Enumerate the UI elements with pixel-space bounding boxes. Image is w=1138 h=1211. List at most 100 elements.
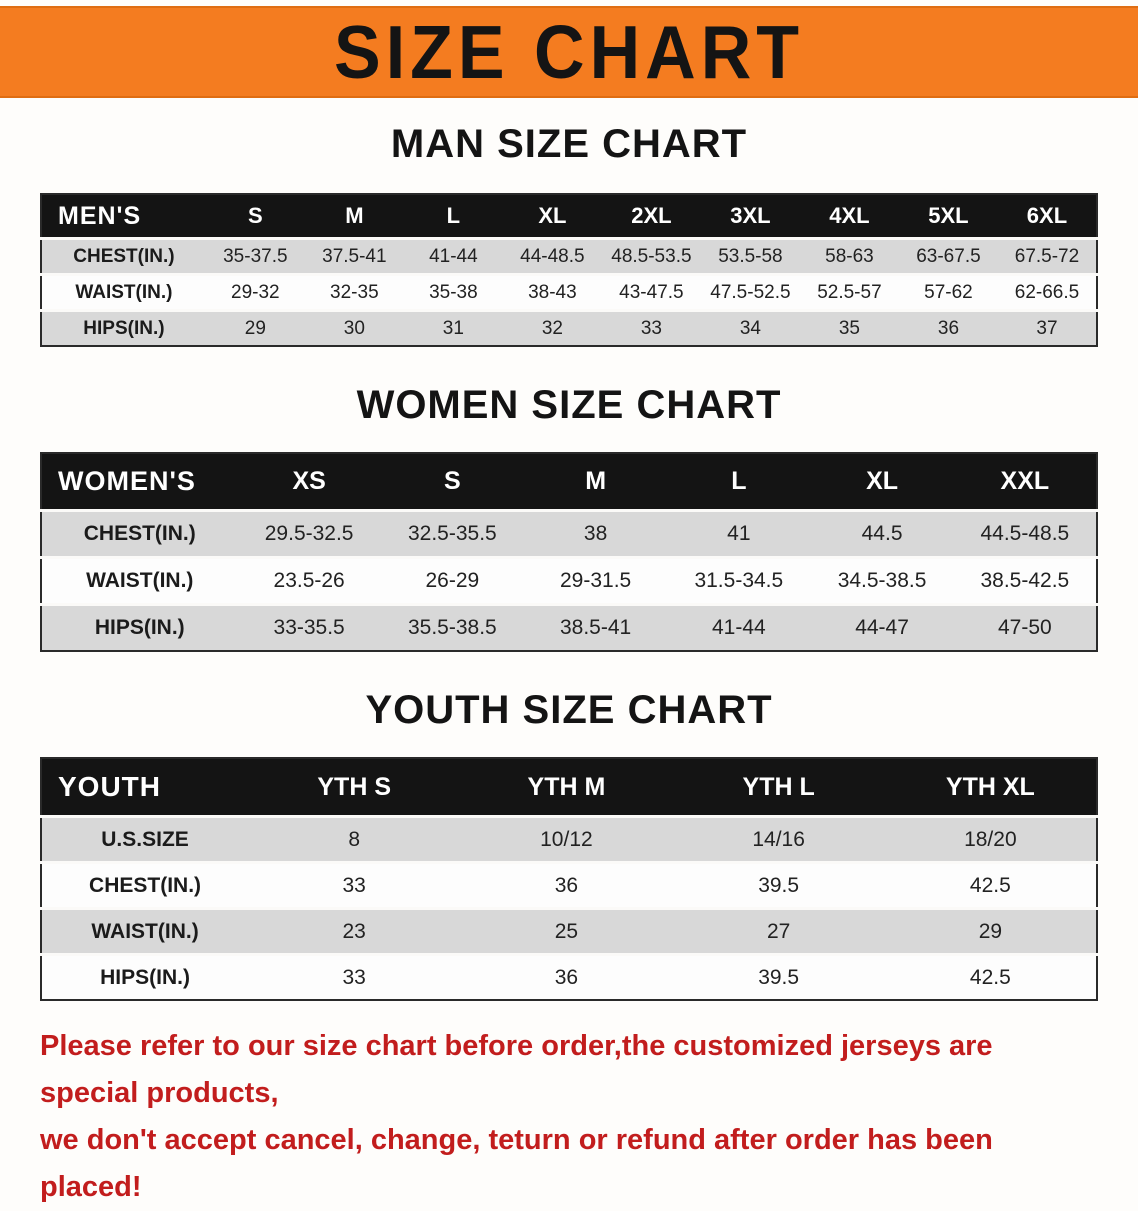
size-value-cell: 44-48.5 [502, 237, 602, 275]
size-value-cell: 31 [403, 309, 503, 346]
youth-section: YOUTH SIZE CHART YOUTH YTH S YTH M YTH L YTH… [0, 688, 1138, 1001]
women-section-heading: WOMEN SIZE CHART [356, 383, 782, 427]
table-row: HIPS(IN.) 33 36 39.5 42.5 [41, 953, 1097, 1000]
size-value-cell: 47-50 [953, 603, 1097, 651]
row-label: U.S.SIZE [41, 815, 249, 863]
size-value-cell: 39.5 [672, 953, 885, 1000]
disclaimer-line-2: we don't accept cancel, change, teturn o… [40, 1124, 993, 1203]
size-value-cell: 58-63 [799, 237, 899, 275]
size-value-cell: 38-43 [502, 273, 602, 311]
size-column-header: 3XL [700, 194, 800, 239]
size-value-cell: 34.5-38.5 [810, 556, 954, 605]
row-label: WAIST(IN.) [41, 273, 206, 311]
size-value-cell: 29 [205, 309, 305, 346]
size-column-header: XXL [953, 453, 1097, 511]
women-table-body: CHEST(IN.) 29.5-32.5 32.5-35.5 38 41 44.5 44.5… [41, 509, 1097, 651]
men-section: MAN SIZE CHART MEN'S S M L XL 2XL 3XL 4XL 5XL 6XL… [0, 122, 1138, 347]
size-column-header: S [205, 194, 305, 239]
size-value-cell: 62-66.5 [997, 273, 1097, 311]
size-column-header: 6XL [997, 194, 1097, 239]
size-column-header: XS [237, 453, 381, 511]
size-value-cell: 31.5-34.5 [667, 556, 811, 605]
size-value-cell: 33 [248, 861, 461, 909]
size-value-cell: 44.5 [810, 509, 954, 558]
size-value-cell: 34 [700, 309, 800, 346]
size-column-header: M [523, 453, 668, 511]
youth-table-body: U.S.SIZE 8 10/12 14/16 18/20 CHEST(IN.) 33 36 39… [41, 815, 1097, 1000]
size-value-cell: 25 [460, 907, 673, 955]
youth-header-row: YOUTH YTH S YTH M YTH L YTH XL [41, 758, 1097, 817]
men-header-row: MEN'S S M L XL 2XL 3XL 4XL 5XL 6XL [41, 194, 1097, 239]
size-column-header: 2XL [601, 194, 701, 239]
row-label: HIPS(IN.) [41, 953, 249, 1000]
size-value-cell: 52.5-57 [799, 273, 899, 311]
size-value-cell: 41-44 [403, 237, 503, 275]
size-value-cell: 36 [898, 309, 998, 346]
size-value-cell: 23 [248, 907, 461, 955]
disclaimer-text: Please refer to our size chart before or… [40, 1023, 1098, 1211]
size-column-header: YTH XL [884, 758, 1097, 817]
table-row: WAIST(IN.) 23.5-26 26-29 29-31.5 31.5-34.5 34… [41, 556, 1097, 605]
size-value-cell: 35.5-38.5 [380, 603, 524, 651]
table-row: CHEST(IN.) 35-37.5 37.5-41 41-44 44-48.5 48.5… [41, 237, 1097, 275]
size-value-cell: 42.5 [884, 953, 1097, 1000]
row-label: CHEST(IN.) [41, 509, 238, 558]
table-row: WAIST(IN.) 23 25 27 29 [41, 907, 1097, 955]
size-column-header: YTH S [248, 758, 461, 817]
size-value-cell: 32 [502, 309, 602, 346]
table-row: HIPS(IN.) 29 30 31 32 33 34 35 36 37 [41, 309, 1097, 346]
size-column-header: 4XL [799, 194, 899, 239]
row-label: HIPS(IN.) [41, 603, 238, 651]
size-value-cell: 44-47 [810, 603, 954, 651]
size-column-header: M [304, 194, 404, 239]
size-value-cell: 32.5-35.5 [380, 509, 524, 558]
size-value-cell: 47.5-52.5 [700, 273, 800, 311]
size-value-cell: 63-67.5 [898, 237, 998, 275]
men-table-body: CHEST(IN.) 35-37.5 37.5-41 41-44 44-48.5 48.5… [41, 237, 1097, 346]
size-value-cell: 35-37.5 [205, 237, 305, 275]
size-column-header: YTH M [460, 758, 673, 817]
disclaimer-line-1: Please refer to our size chart before or… [40, 1030, 993, 1109]
size-value-cell: 33 [248, 953, 461, 1000]
size-value-cell: 48.5-53.5 [601, 237, 701, 275]
size-value-cell: 23.5-26 [237, 556, 381, 605]
size-value-cell: 33-35.5 [237, 603, 381, 651]
size-value-cell: 57-62 [898, 273, 998, 311]
table-row: CHEST(IN.) 33 36 39.5 42.5 [41, 861, 1097, 909]
women-size-table: WOMEN'S XS S M L XL XXL CHEST(IN.) 29.5-32.5 32.… [40, 452, 1098, 652]
size-column-header: L [403, 194, 503, 239]
row-label: CHEST(IN.) [41, 237, 206, 275]
row-label: WAIST(IN.) [41, 556, 238, 605]
row-label: CHEST(IN.) [41, 861, 249, 909]
size-value-cell: 41 [667, 509, 811, 558]
men-section-heading: MAN SIZE CHART [390, 122, 748, 166]
size-value-cell: 37 [997, 309, 1097, 346]
banner-title: SIZE CHART [334, 9, 804, 95]
size-column-header: XL [810, 453, 954, 511]
men-table-label: MEN'S [41, 194, 206, 239]
size-value-cell: 26-29 [380, 556, 524, 605]
size-value-cell: 36 [460, 953, 673, 1000]
size-value-cell: 14/16 [672, 815, 885, 863]
size-column-header: YTH L [672, 758, 885, 817]
size-value-cell: 36 [460, 861, 673, 909]
size-value-cell: 18/20 [884, 815, 1097, 863]
table-row: WAIST(IN.) 29-32 32-35 35-38 38-43 43-47.5 47.… [41, 273, 1097, 311]
size-value-cell: 53.5-58 [700, 237, 800, 275]
size-value-cell: 27 [672, 907, 885, 955]
size-value-cell: 29-32 [205, 273, 305, 311]
size-value-cell: 41-44 [667, 603, 811, 651]
table-row: U.S.SIZE 8 10/12 14/16 18/20 [41, 815, 1097, 863]
women-section: WOMEN SIZE CHART WOMEN'S XS S M L XL XXL CHEST… [0, 383, 1138, 652]
size-value-cell: 35-38 [403, 273, 503, 311]
size-value-cell: 29 [884, 907, 1097, 955]
women-header-row: WOMEN'S XS S M L XL XXL [41, 453, 1097, 511]
size-value-cell: 38.5-41 [523, 603, 668, 651]
size-value-cell: 42.5 [884, 861, 1097, 909]
size-value-cell: 67.5-72 [997, 237, 1097, 275]
row-label: WAIST(IN.) [41, 907, 249, 955]
women-table-label: WOMEN'S [41, 453, 238, 511]
size-column-header: S [380, 453, 524, 511]
size-value-cell: 8 [248, 815, 461, 863]
youth-table-label: YOUTH [41, 758, 249, 817]
